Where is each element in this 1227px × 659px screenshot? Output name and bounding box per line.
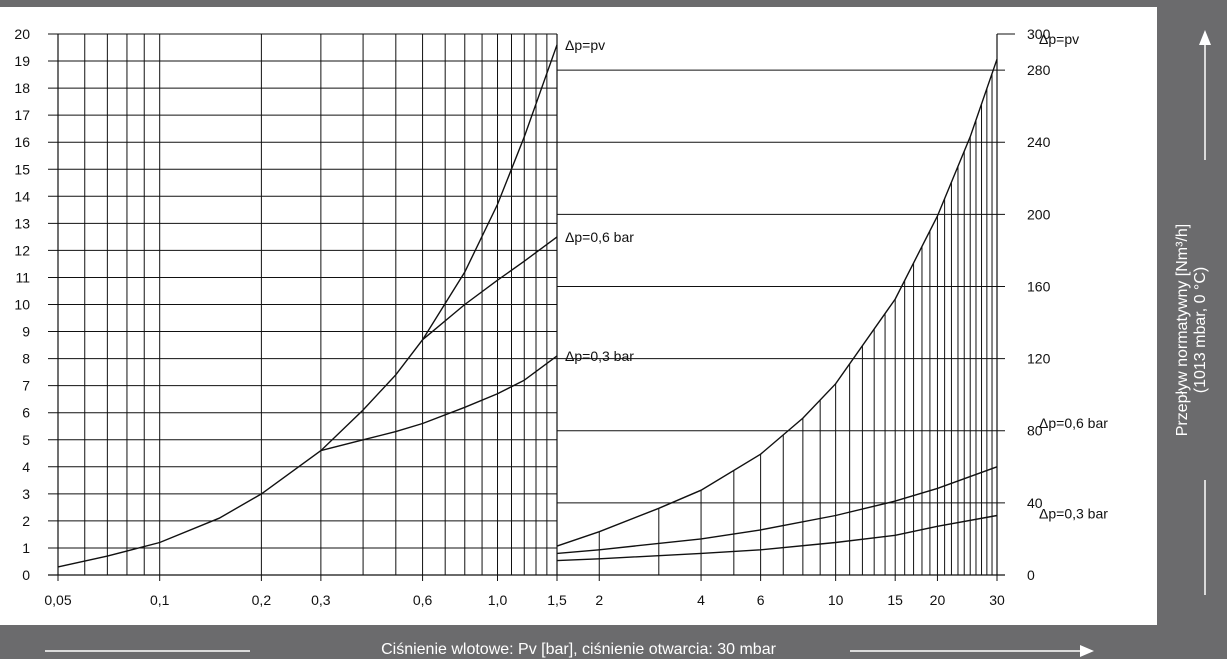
right-series-line-0 (557, 59, 997, 546)
left-y-tick-label: 4 (22, 459, 30, 475)
left-y-tick-label: 5 (22, 432, 30, 448)
left-x-tick-label: 0,6 (413, 592, 433, 608)
y-axis-label-line1: Przepływ normatywny [Nm³/h] (1174, 224, 1192, 437)
right-x-tick-label: 10 (828, 592, 844, 608)
left-y-tick-label: 17 (14, 107, 30, 123)
left-x-tick-label: 0,1 (150, 592, 170, 608)
left-y-tick-label: 6 (22, 405, 30, 421)
left-series-annotation: Δp=0,3 bar (565, 348, 634, 364)
right-x-tick-label: 30 (989, 592, 1005, 608)
left-y-tick-label: 3 (22, 486, 30, 502)
left-y-tick-label: 15 (14, 161, 30, 177)
y-axis-label-line2: (1013 mbar, 0 °C) (1192, 224, 1210, 437)
left-y-tick-label: 10 (14, 297, 30, 313)
left-y-tick-label: 9 (22, 324, 30, 340)
right-y-tick-label: 0 (1027, 567, 1035, 583)
left-y-tick-label: 18 (14, 80, 30, 96)
right-series-annotation: Δp=pv (1039, 31, 1079, 47)
left-y-tick-label: 12 (14, 242, 30, 258)
y-arrow-head (1199, 30, 1211, 45)
left-x-tick-label: 1,5 (547, 592, 567, 608)
right-series-annotation: Δp=0,6 bar (1039, 415, 1108, 431)
left-series-line-1 (423, 237, 557, 340)
right-series-line-1 (557, 467, 997, 554)
x-axis-label: Ciśnienie wlotowe: Pv [bar], ciśnienie o… (0, 641, 1157, 659)
right-x-tick-label: 2 (595, 592, 603, 608)
left-x-tick-label: 0,05 (44, 592, 71, 608)
left-x-tick-label: 1,0 (488, 592, 508, 608)
left-y-tick-label: 0 (22, 567, 30, 583)
left-y-tick-label: 14 (14, 188, 30, 204)
right-y-tick-label: 200 (1027, 206, 1051, 222)
left-series-annotation: Δp=0,6 bar (565, 229, 634, 245)
left-series-line-2 (321, 356, 557, 451)
right-x-tick-label: 4 (697, 592, 705, 608)
left-y-tick-label: 20 (14, 26, 30, 42)
left-y-tick-label: 1 (22, 540, 30, 556)
left-x-tick-label: 0,3 (311, 592, 331, 608)
left-y-tick-label: 11 (15, 269, 30, 285)
left-y-tick-label: 7 (22, 378, 30, 394)
right-series-annotation: Δp=0,3 bar (1039, 505, 1108, 521)
left-y-tick-label: 2 (22, 513, 30, 529)
left-y-tick-label: 8 (22, 351, 30, 367)
right-x-tick-label: 20 (930, 592, 946, 608)
left-x-tick-label: 0,2 (252, 592, 272, 608)
right-y-tick-label: 280 (1027, 62, 1051, 78)
right-y-tick-label: 160 (1027, 278, 1051, 294)
right-y-tick-label: 120 (1027, 351, 1051, 367)
right-x-tick-label: 15 (887, 592, 903, 608)
right-y-tick-label: 240 (1027, 134, 1051, 150)
left-series-annotation: Δp=pv (565, 37, 605, 53)
left-y-tick-label: 19 (14, 53, 30, 69)
left-y-tick-label: 13 (14, 215, 30, 231)
left-y-tick-label: 16 (14, 134, 30, 150)
y-axis-label-right: Przepływ normatywny [Nm³/h] (1013 mbar, … (1174, 224, 1210, 437)
right-x-tick-label: 6 (757, 592, 765, 608)
